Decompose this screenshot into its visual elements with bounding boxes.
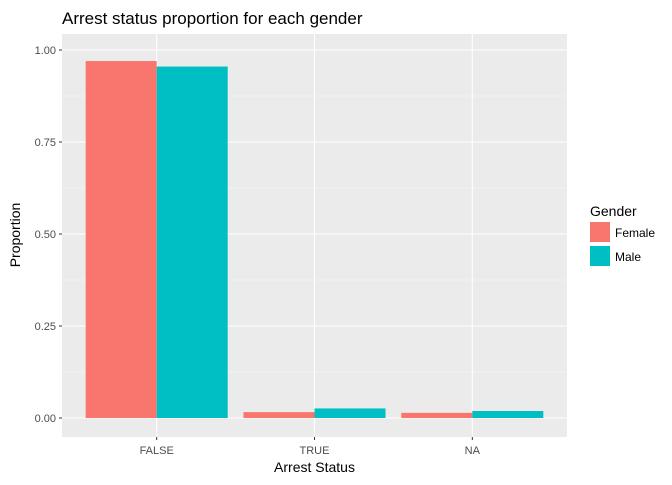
x-tick-label: NA — [465, 445, 481, 457]
x-tick-label: FALSE — [140, 445, 174, 457]
legend-key-female — [590, 222, 610, 242]
bar-male-true — [314, 408, 386, 418]
y-tick-label: 1.00 — [35, 45, 56, 57]
y-axis: 0.00 0.25 0.50 0.75 1.00 — [35, 45, 62, 425]
x-axis: FALSE TRUE NA — [140, 437, 481, 457]
bar-male-na — [472, 411, 544, 418]
legend: Gender Female Male — [590, 203, 655, 266]
bar-female-false — [85, 61, 157, 418]
legend-label-female: Female — [615, 226, 655, 240]
bars-layer — [85, 61, 544, 418]
y-tick-label: 0.00 — [35, 413, 56, 425]
y-tick-label: 0.50 — [35, 229, 56, 241]
y-axis-label: Proportion — [7, 203, 23, 268]
bar-female-na — [401, 412, 473, 418]
x-tick-label: TRUE — [300, 445, 330, 457]
legend-key-male — [590, 246, 610, 266]
x-axis-label: Arrest Status — [274, 459, 355, 475]
chart-title: Arrest status proportion for each gender — [62, 9, 363, 28]
y-tick-label: 0.75 — [35, 137, 56, 149]
legend-title: Gender — [590, 203, 637, 219]
bar-male-false — [156, 66, 228, 418]
y-tick-label: 0.25 — [35, 321, 56, 333]
legend-label-male: Male — [615, 250, 641, 264]
bar-female-true — [243, 412, 315, 418]
